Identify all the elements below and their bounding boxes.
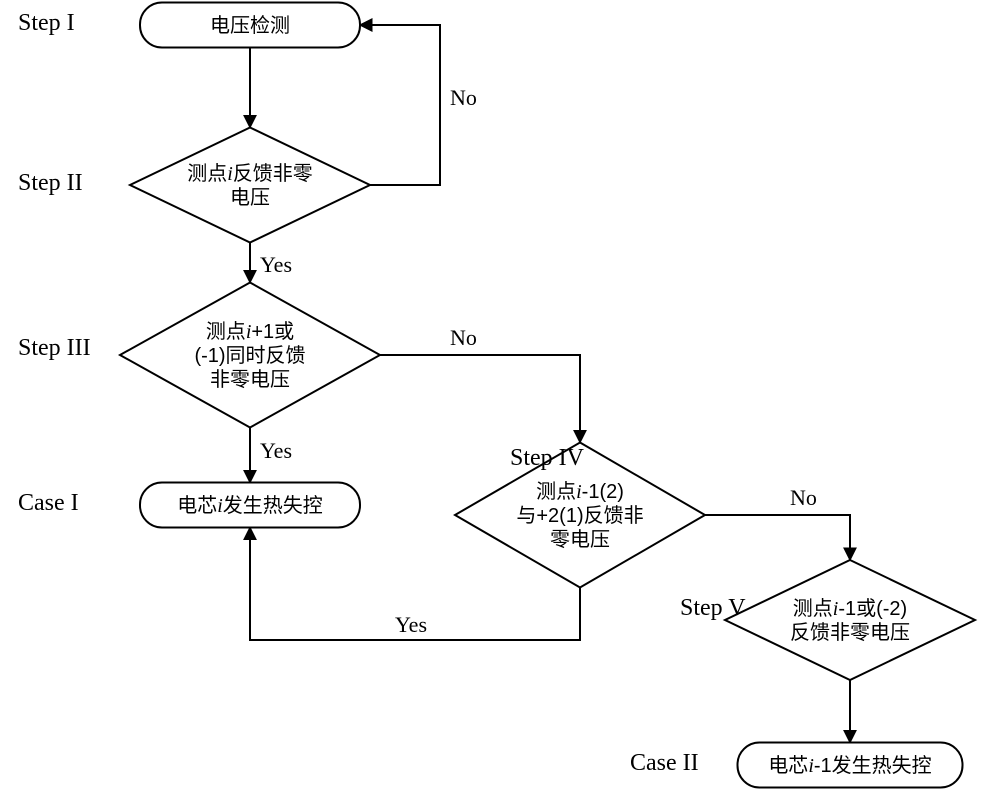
node-text-n5-l2: 零电压	[550, 528, 610, 551]
edge-label-e3: Yes	[260, 252, 292, 277]
step-label-s4: Step IV	[510, 445, 585, 471]
step-label-c2: Case II	[630, 750, 699, 776]
node-text-n5-l0: 测点i-1(2)	[536, 480, 624, 503]
node-text-n3-l1: (-1)同时反馈	[194, 344, 305, 367]
node-n2	[130, 128, 370, 243]
node-text-n6-l1: 反馈非零电压	[790, 621, 910, 644]
edge-label-e7: No	[790, 485, 817, 510]
edge-label-e6: Yes	[395, 612, 427, 637]
node-text-n7-l0: 电芯i-1发生热失控	[768, 754, 931, 777]
node-text-n3-l2: 非零电压	[210, 368, 290, 391]
edge-e7	[705, 515, 850, 560]
node-text-n4-l0: 电芯i发生热失控	[177, 494, 323, 517]
edge-e5	[380, 355, 580, 443]
node-text-n3-l0: 测点i+1或	[206, 320, 294, 343]
node-text-n5-l1: 与+2(1)反馈非	[516, 504, 643, 527]
node-n6	[725, 560, 975, 680]
step-label-s5: Step V	[680, 595, 746, 621]
step-label-s3: Step III	[18, 335, 91, 361]
step-label-s2: Step II	[18, 170, 83, 196]
edge-e2	[360, 25, 440, 185]
node-text-n2-l1: 电压	[230, 186, 270, 209]
node-text-n1-l0: 电压检测	[210, 14, 290, 37]
edge-label-e4: Yes	[260, 438, 292, 463]
edge-label-e2: No	[450, 85, 477, 110]
node-text-n2-l0: 测点i反馈非零	[187, 162, 313, 185]
node-text-n6-l0: 测点i-1或(-2)	[793, 597, 907, 620]
step-label-s1: Step I	[18, 10, 75, 36]
edge-label-e5: No	[450, 325, 477, 350]
step-label-c1: Case I	[18, 490, 79, 516]
